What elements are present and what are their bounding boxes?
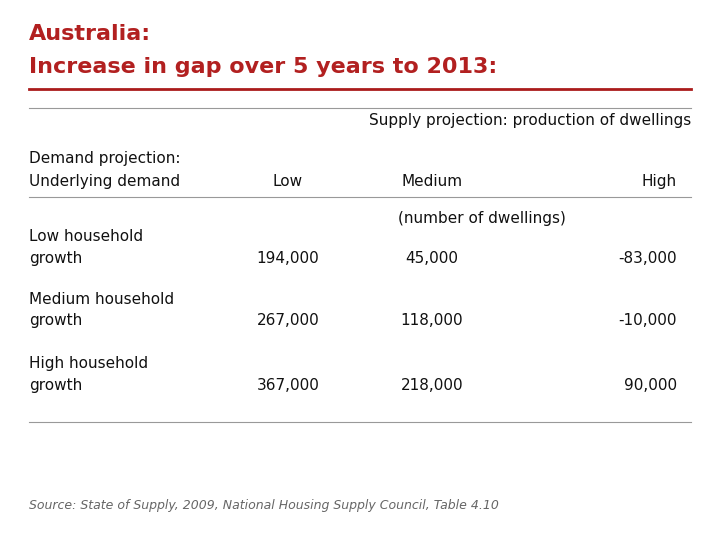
Text: High household: High household	[29, 356, 148, 372]
Text: 218,000: 218,000	[401, 378, 463, 393]
Text: Source: State of Supply, 2009, National Housing Supply Council, Table 4.10: Source: State of Supply, 2009, National …	[29, 500, 499, 512]
Text: 267,000: 267,000	[256, 313, 320, 328]
Text: Australia:: Australia:	[29, 24, 151, 44]
Text: 118,000: 118,000	[401, 313, 463, 328]
Text: Medium household: Medium household	[29, 292, 174, 307]
Text: Supply projection: production of dwellings: Supply projection: production of dwellin…	[369, 113, 691, 129]
Text: Low household: Low household	[29, 230, 143, 245]
Text: Low: Low	[273, 174, 303, 189]
Text: (number of dwellings): (number of dwellings)	[398, 211, 567, 226]
Text: 367,000: 367,000	[256, 378, 320, 393]
Text: Medium: Medium	[402, 174, 462, 189]
Text: High: High	[642, 174, 677, 189]
Text: Increase in gap over 5 years to 2013:: Increase in gap over 5 years to 2013:	[29, 57, 497, 77]
Text: -83,000: -83,000	[618, 251, 677, 266]
Text: 194,000: 194,000	[256, 251, 320, 266]
Text: growth: growth	[29, 251, 82, 266]
Text: Demand projection:: Demand projection:	[29, 151, 180, 166]
Text: -10,000: -10,000	[618, 313, 677, 328]
Text: growth: growth	[29, 378, 82, 393]
Text: 45,000: 45,000	[405, 251, 459, 266]
Text: Underlying demand: Underlying demand	[29, 174, 180, 189]
Text: 90,000: 90,000	[624, 378, 677, 393]
Text: growth: growth	[29, 313, 82, 328]
